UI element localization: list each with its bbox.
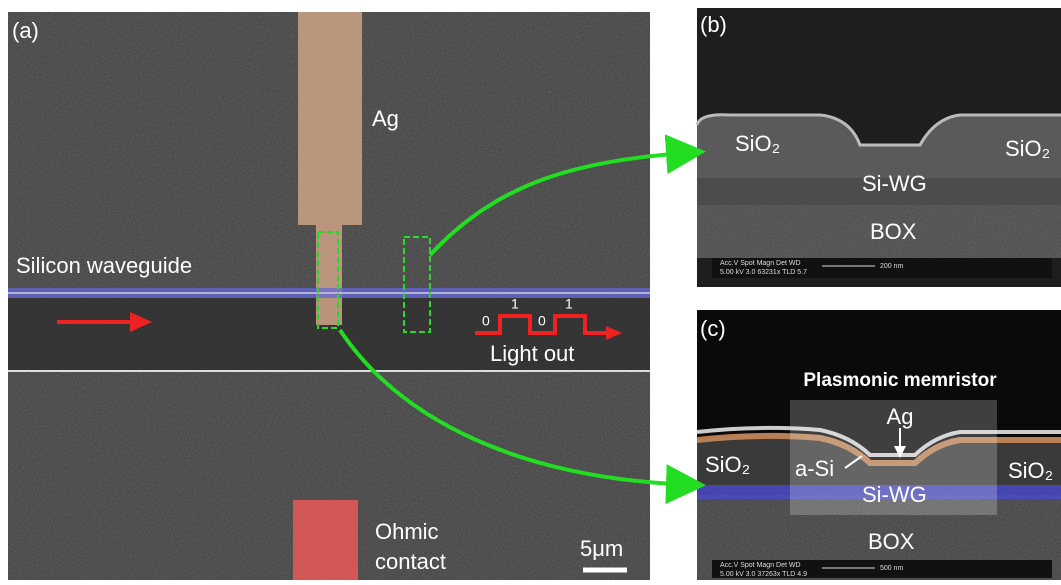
bit: 1 bbox=[565, 296, 573, 312]
ag-label: Ag bbox=[372, 106, 399, 131]
info-values: 5.00 kV 3.0 37263x TLD 4.9 bbox=[720, 571, 807, 578]
ohmic-contact bbox=[293, 500, 358, 580]
a-si-label: a-Si bbox=[795, 456, 834, 481]
panel-b: (b) SiO₂ SiO₂ Si-WG BOX Acc.V Spot Magn … bbox=[697, 8, 1061, 287]
waveguide-label: Silicon waveguide bbox=[16, 253, 192, 278]
scale-label: 200 nm bbox=[880, 263, 904, 270]
info-values: 5.00 kV 3.0 63231x TLD 5.7 bbox=[720, 269, 807, 276]
sio2-label: SiO₂ bbox=[1005, 136, 1050, 161]
ag-pad bbox=[298, 12, 362, 225]
sio2-label: SiO₂ bbox=[705, 452, 750, 477]
ohmic-label: contact bbox=[375, 549, 446, 574]
panel-label: (a) bbox=[12, 18, 39, 43]
info-header: Acc.V Spot Magn Det WD bbox=[720, 562, 801, 569]
box-label: BOX bbox=[868, 529, 915, 554]
memristor-title: Plasmonic memristor bbox=[803, 370, 997, 391]
panel-c: (c) Plasmonic memristor Ag a-Si SiO₂ SiO… bbox=[697, 310, 1061, 580]
ag-label: Ag bbox=[887, 404, 914, 429]
panel-a: (a) Ag Silicon waveguide 0 1 0 1 Light o… bbox=[8, 12, 650, 580]
si-wg-label: Si-WG bbox=[862, 171, 927, 196]
panel-label: (c) bbox=[700, 316, 726, 341]
scale-label: 500 nm bbox=[880, 565, 904, 572]
scale-label: 5μm bbox=[580, 536, 623, 561]
si-wg-label: Si-WG bbox=[862, 482, 927, 507]
panel-label: (b) bbox=[700, 12, 727, 37]
light-out-label: Light out bbox=[490, 341, 574, 366]
box-label: BOX bbox=[870, 219, 917, 244]
info-header: Acc.V Spot Magn Det WD bbox=[720, 260, 801, 267]
figure: (a) Ag Silicon waveguide 0 1 0 1 Light o… bbox=[0, 0, 1061, 585]
ohmic-label: Ohmic bbox=[375, 519, 439, 544]
sio2-label: SiO₂ bbox=[735, 131, 780, 156]
bit: 0 bbox=[482, 313, 490, 329]
bit: 0 bbox=[538, 313, 546, 329]
sio2-label: SiO₂ bbox=[1008, 458, 1053, 483]
bit: 1 bbox=[511, 296, 519, 312]
